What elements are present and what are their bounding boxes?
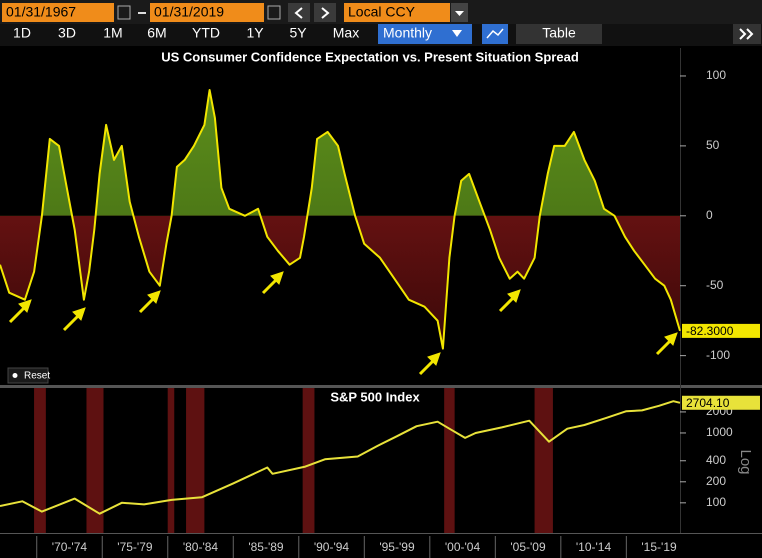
x-tick-label: '90-'94 xyxy=(314,540,350,554)
annotations xyxy=(8,271,678,376)
shaded-period xyxy=(444,388,455,533)
currency-field[interactable] xyxy=(344,3,450,22)
arrow-head xyxy=(270,271,284,285)
end-date-field[interactable] xyxy=(150,3,264,22)
table-button[interactable] xyxy=(516,24,602,44)
line xyxy=(0,400,681,515)
range-button[interactable]: YTD xyxy=(192,25,220,41)
currency: Local CCY xyxy=(348,4,416,20)
line xyxy=(0,89,681,350)
chart-icon xyxy=(486,28,504,39)
arrow-head xyxy=(507,289,521,303)
calendar-icon[interactable] xyxy=(117,5,131,20)
chart-type-button[interactable] xyxy=(482,24,508,44)
y-tick-label: 0 xyxy=(706,208,713,222)
shaded-period xyxy=(302,388,315,533)
range-button[interactable]: Max xyxy=(333,25,359,41)
next-arrow xyxy=(321,7,330,19)
reset-label: Reset xyxy=(24,371,50,382)
y-tick-label: 1000 xyxy=(706,425,733,439)
range-button[interactable]: 1D xyxy=(13,25,31,41)
range-buttons: 1D 3D 1M 6M YTD 1Y 5Y Max xyxy=(13,25,359,41)
arrow-head xyxy=(18,299,32,313)
start-date: 01/31/1967 xyxy=(6,4,76,20)
start-date-field[interactable] xyxy=(2,3,114,22)
y-tick-label: 100 xyxy=(706,68,726,82)
positive-area xyxy=(41,90,615,216)
reset-icon xyxy=(12,373,18,378)
x-tick-label: '70-'74 xyxy=(52,540,88,554)
arrow-head xyxy=(147,290,161,304)
y-tick-label: 100 xyxy=(706,495,726,509)
shaded-period xyxy=(534,388,553,533)
plot: 100 50 0 -50 -100 US Consumer Confidence Expe… xyxy=(0,49,760,558)
chart-title: US Consumer Confidence Expectation vs. P… xyxy=(161,49,579,64)
y-tick-label: 200 xyxy=(706,474,726,488)
last-value-label: 2704.10 xyxy=(686,396,730,410)
shaded-period xyxy=(167,388,175,533)
range-button[interactable]: 5Y xyxy=(289,25,307,41)
y-tick-label: 400 xyxy=(706,453,726,467)
x-tick-label: '80-'84 xyxy=(183,540,219,554)
y-tick-label: -100 xyxy=(706,348,730,362)
calendar-icon[interactable] xyxy=(267,5,281,20)
negative-area xyxy=(0,215,680,349)
x-tick-label: '10-'14 xyxy=(576,540,612,554)
x-tick-label: '85-'89 xyxy=(248,540,284,554)
chart-title: S&P 500 Index xyxy=(330,389,420,404)
end-date: 01/31/2019 xyxy=(154,4,224,20)
dropdown-arrow xyxy=(455,11,464,16)
more-icon xyxy=(739,28,747,40)
range-button[interactable]: 1Y xyxy=(246,25,264,41)
next-button[interactable] xyxy=(314,3,336,22)
last-value-label: -82.3000 xyxy=(686,324,734,338)
x-tick-label: '05-'09 xyxy=(510,540,546,554)
prev-button[interactable] xyxy=(288,3,310,22)
x-tick-label: '00-'04 xyxy=(445,540,481,554)
y-axis-label: Log xyxy=(737,449,754,474)
last-value-box xyxy=(682,323,760,338)
last-value-box xyxy=(682,395,760,410)
more-button[interactable] xyxy=(733,24,761,44)
x-tick-label: '95-'99 xyxy=(379,540,415,554)
frequency-field[interactable] xyxy=(378,24,472,44)
arrow-head xyxy=(427,352,441,366)
range-button[interactable]: 6M xyxy=(147,25,166,41)
dropdown-arrow xyxy=(452,30,462,37)
range-button[interactable]: 1M xyxy=(103,25,122,41)
table-label: Table xyxy=(542,25,576,41)
frequency: Monthly xyxy=(383,25,432,41)
shaded-period xyxy=(186,388,205,533)
y-tick-label: 50 xyxy=(706,138,720,152)
range-button[interactable]: 3D xyxy=(58,25,76,41)
x-tick-label: '75-'79 xyxy=(117,540,153,554)
shaded-period xyxy=(86,388,104,533)
shaded-period xyxy=(34,388,46,533)
arrow-head xyxy=(72,307,86,321)
more-icon xyxy=(746,28,754,40)
reset-button[interactable] xyxy=(7,367,49,384)
y-tick-label: -50 xyxy=(706,278,724,292)
x-tick-label: '15-'19 xyxy=(641,540,677,554)
arrow-head xyxy=(664,332,678,346)
prev-arrow xyxy=(294,7,303,19)
